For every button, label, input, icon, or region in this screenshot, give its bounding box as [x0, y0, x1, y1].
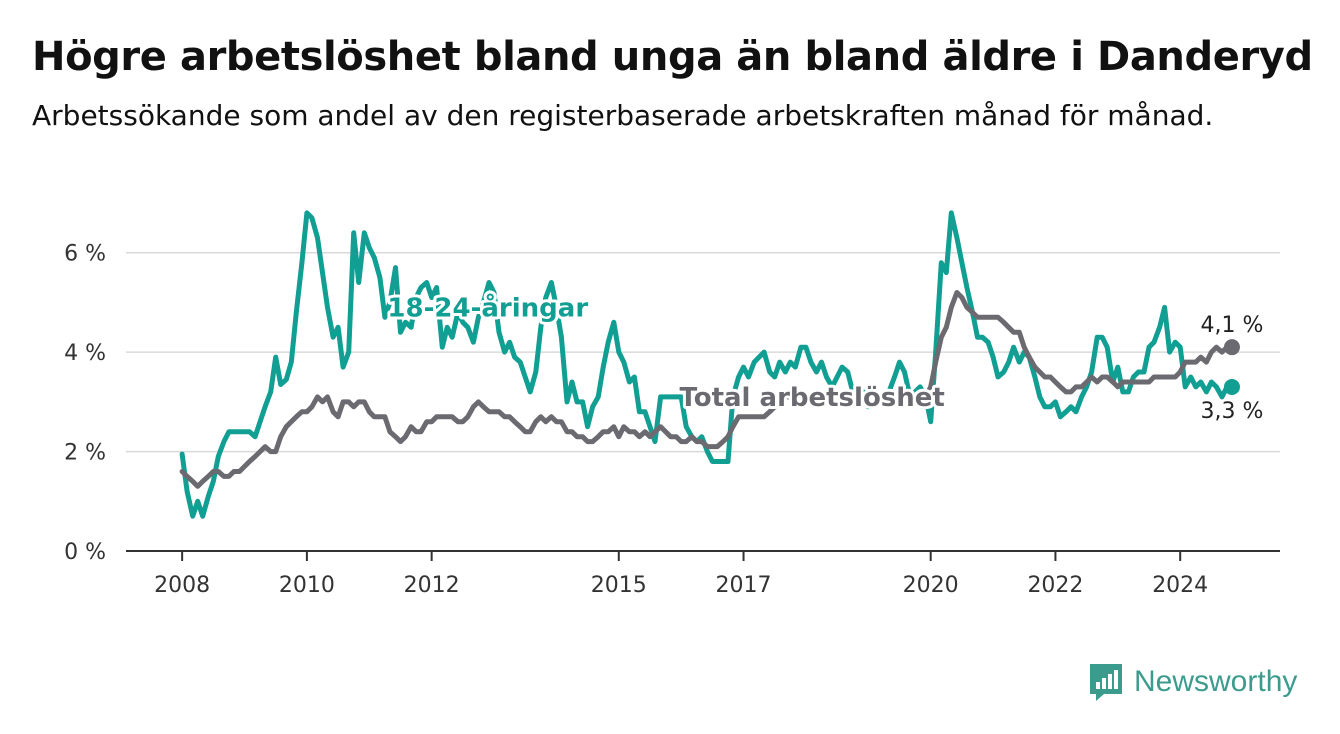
newsworthy-logo-icon [1090, 664, 1122, 701]
x-tick-label: 2010 [279, 573, 335, 598]
x-tick-label: 2015 [591, 573, 647, 598]
x-tick-label: 2008 [154, 573, 210, 598]
x-tick-label: 2012 [404, 573, 460, 598]
newsworthy-logo[interactable]: Newsworthy [1088, 660, 1297, 704]
series-label: 18-24-åringar [387, 291, 588, 323]
y-tick-label: 6 % [64, 242, 106, 267]
x-tick-label: 2020 [903, 573, 959, 598]
series-end-label: 4,1 % [1201, 313, 1264, 338]
series-line-0 [179, 210, 1235, 519]
series-end-marker [1223, 378, 1240, 395]
series-end-label: 3,3 % [1201, 399, 1264, 424]
series-end-marker [1223, 339, 1240, 356]
y-tick-label: 2 % [64, 441, 106, 466]
chart-subtitle: Arbetssökande som andel av den registerb… [32, 99, 1214, 132]
newsworthy-logo-text: Newsworthy [1134, 665, 1298, 698]
x-tick-label: 2022 [1027, 573, 1083, 598]
series-label: Total arbetslöshet [679, 383, 944, 413]
y-tick-label: 0 % [64, 540, 106, 565]
x-tick-label: 2017 [716, 573, 772, 598]
y-tick-label: 4 % [64, 341, 106, 366]
x-tick-label: 2024 [1152, 573, 1208, 598]
series-line-1 [179, 290, 1235, 489]
chart-title: Högre arbetslöshet bland unga än bland ä… [32, 34, 1313, 80]
